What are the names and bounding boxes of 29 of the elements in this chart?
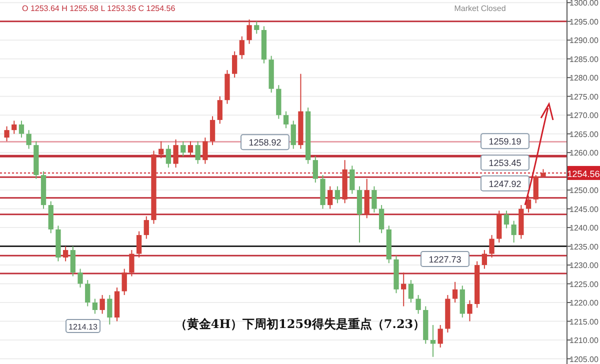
y-tick-label: 1275.00 [570, 92, 600, 102]
y-tick-label: 1225.00 [570, 280, 600, 289]
y-tick-label: 1220.00 [570, 298, 600, 308]
y-tick-label: 1250.00 [570, 186, 600, 196]
y-tick-label: 1235.00 [570, 242, 600, 252]
annotation: 1214.13 [68, 322, 98, 332]
ref-line-label: 1258.92 [248, 138, 282, 148]
y-tick-label: 1270.00 [570, 111, 600, 120]
y-tick-label: 1215.00 [570, 317, 600, 326]
y-tick-label: 1280.00 [570, 74, 600, 83]
annotation: Market Closed [454, 4, 506, 13]
ref-line-label: 1227.73 [428, 254, 462, 265]
text: （黄金4H）下周初1259得失是重点（7.23） [174, 317, 426, 331]
y-tick-label: 1205.00 [570, 354, 600, 364]
y-tick-label: 1210.00 [570, 336, 600, 346]
y-tick-label: 1230.00 [570, 261, 600, 270]
y-tick-label: 1245.00 [570, 204, 600, 214]
y-tick-label: 1290.00 [570, 36, 600, 46]
annotation: O 1253.64 H 1255.58 L 1253.35 C 1254.56 [22, 4, 176, 13]
ref-line-label: 1254.56 [567, 168, 600, 179]
y-tick-label: 1300.00 [570, 0, 600, 8]
ref-line-label: 1259.19 [488, 136, 522, 147]
ref-line-label: 1253.45 [488, 158, 522, 168]
y-tick-label: 1240.00 [570, 224, 600, 233]
y-tick-label: 1285.00 [570, 54, 600, 64]
y-tick-label: 1295.00 [570, 17, 600, 26]
y-tick-label: 1265.00 [570, 130, 600, 139]
y-tick-label: 1260.00 [570, 148, 600, 158]
ref-line-label: 1247.92 [488, 178, 522, 189]
